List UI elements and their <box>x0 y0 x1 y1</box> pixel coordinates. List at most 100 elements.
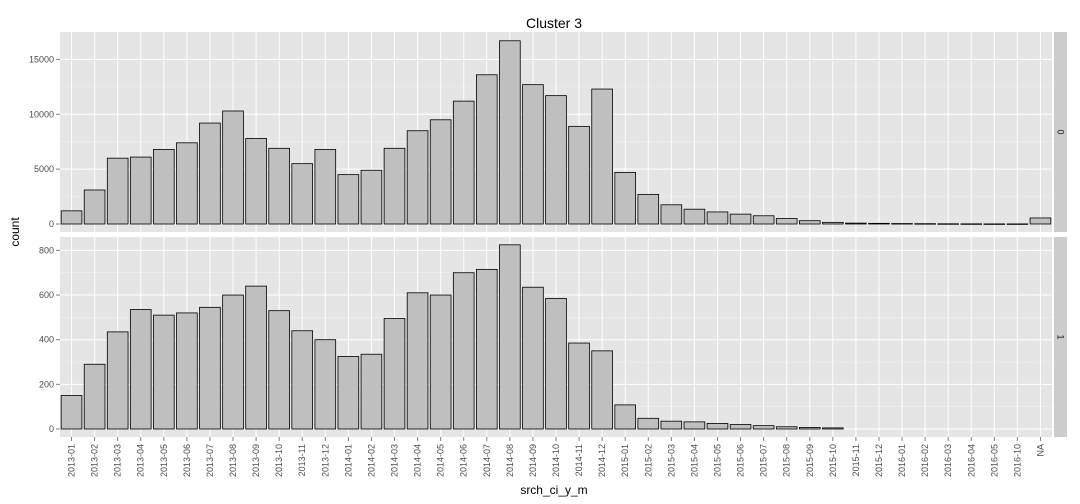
bar-2014-05 <box>429 294 452 430</box>
bar-2014-06 <box>452 100 475 225</box>
bar-2013-07 <box>199 306 221 430</box>
y-tick-label: 15000 <box>29 54 54 64</box>
bar-2015-04 <box>683 421 706 430</box>
facet-strip-label: 1 <box>1056 334 1066 339</box>
x-tick-label: 2013-06 <box>182 444 192 477</box>
bar-2013-03 <box>106 157 129 225</box>
bar-2016-02 <box>914 223 936 225</box>
facet-panel-0: 0 5000 10000 15000 0 <box>29 32 1067 232</box>
y-tick-label: 600 <box>39 290 54 300</box>
facet-strip <box>1054 32 1067 232</box>
bar-2013-05 <box>153 314 175 430</box>
bar-2015-10 <box>822 221 844 225</box>
bar-2013-06 <box>176 312 198 430</box>
bar-2015-04 <box>683 208 706 225</box>
facet-panel-1: 0 200 400 600 800 1 <box>39 237 1067 437</box>
bar-2015-03 <box>660 204 683 225</box>
bar-2013-02 <box>83 189 106 225</box>
y-tick-label: 800 <box>39 245 54 255</box>
x-tick-label: 2015-11 <box>851 444 861 476</box>
bar-2013-09 <box>245 138 267 225</box>
bar-2015-11 <box>845 222 867 225</box>
bar-2016-03 <box>937 223 959 225</box>
x-tick-label: 2016-01 <box>897 444 907 477</box>
x-tick-label: 2015-09 <box>805 444 815 477</box>
x-tick-label: 2014-11 <box>574 444 584 476</box>
y-tick-label: 400 <box>39 335 54 345</box>
x-tick-label: 2013-11 <box>297 444 307 476</box>
bar-2014-12 <box>591 350 613 430</box>
bar-2016-05 <box>983 223 1006 225</box>
bar-2013-10 <box>268 310 290 430</box>
x-tick-label: 2016-03 <box>943 444 953 477</box>
x-tick-label: 2015-01 <box>620 444 630 477</box>
x-tick-label: 2014-08 <box>505 444 515 477</box>
bar-2013-11 <box>291 330 314 430</box>
x-tick-label: 2015-10 <box>828 444 838 477</box>
bar-2014-09 <box>522 286 544 430</box>
bar-2016-04 <box>960 223 983 225</box>
x-tick-label: 2016-10 <box>1012 444 1022 477</box>
bar-2014-02 <box>360 169 383 225</box>
bar-2013-12 <box>314 339 337 430</box>
bar-2013-01 <box>60 395 83 430</box>
x-axis: 2013-01 2013-02 2013-03 2013-04 2013-05 2013-… <box>67 437 1045 477</box>
bar-2015-09 <box>798 427 821 430</box>
facet-strip <box>1054 237 1067 437</box>
bar-2013-12 <box>314 148 337 225</box>
bar-2014-04 <box>406 130 429 225</box>
bar-2013-08 <box>222 110 244 225</box>
facet-panels: 0 5000 10000 15000 0 0 200 400 600 800 1 <box>29 32 1067 437</box>
x-tick-label: 2014-06 <box>459 444 469 477</box>
x-axis-title: srch_ci_y_m <box>520 483 587 497</box>
bar-2015-02 <box>637 193 660 225</box>
bar-2014-02 <box>360 353 383 430</box>
x-tick-label: 2016-05 <box>989 444 999 477</box>
bar-2014-07 <box>476 74 498 225</box>
bar-2013-06 <box>176 142 198 225</box>
bar-2014-08 <box>499 40 521 225</box>
x-tick-label: 2013-04 <box>136 444 146 477</box>
x-tick-label: 2014-02 <box>366 444 376 477</box>
x-tick-label: 2014-12 <box>597 444 607 477</box>
x-tick-label: 2014-07 <box>482 444 492 477</box>
bar-2014-06 <box>452 272 475 430</box>
x-tick-label: 2014-04 <box>413 444 423 477</box>
x-tick-label: 2015-03 <box>666 444 676 477</box>
bar-2015-05 <box>706 423 729 430</box>
y-tick-label: 5000 <box>34 164 54 174</box>
bar-2014-10 <box>545 95 567 225</box>
x-tick-label: 2015-02 <box>643 444 653 477</box>
bar-2015-07 <box>752 215 775 225</box>
bar-2015-07 <box>752 425 775 430</box>
bar-2013-07 <box>199 122 221 225</box>
x-tick-label: 2015-04 <box>689 444 699 477</box>
bar-2015-02 <box>637 417 660 430</box>
x-tick-label: 2015-06 <box>736 444 746 477</box>
bar-2015-05 <box>706 211 729 225</box>
x-tick-label: 2013-05 <box>159 444 169 477</box>
bar-2015-01 <box>614 404 636 430</box>
y-tick-label: 0 <box>49 424 54 434</box>
bar-2013-02 <box>83 363 106 430</box>
x-tick-label: 2014-10 <box>551 444 561 477</box>
bar-2013-03 <box>106 331 129 430</box>
x-tick-label: 2013-03 <box>113 444 123 477</box>
bar-2016-01 <box>891 223 913 225</box>
bar-2015-08 <box>775 426 798 430</box>
bar-2013-10 <box>268 147 290 225</box>
bar-2013-09 <box>245 285 267 430</box>
x-tick-label: 2013-12 <box>320 444 330 477</box>
x-tick-label: 2014-03 <box>390 444 400 477</box>
bar-2014-09 <box>522 84 544 225</box>
bar-2014-01 <box>337 174 360 225</box>
x-tick-label: 2015-05 <box>712 444 722 477</box>
y-tick-label: 200 <box>39 379 54 389</box>
bar-2013-04 <box>129 309 152 430</box>
bar-2014-11 <box>568 125 590 225</box>
bar-2014-03 <box>383 147 406 225</box>
bar-2014-10 <box>545 297 567 430</box>
x-tick-label: 2014-09 <box>528 444 538 477</box>
bar-2014-04 <box>406 292 429 430</box>
